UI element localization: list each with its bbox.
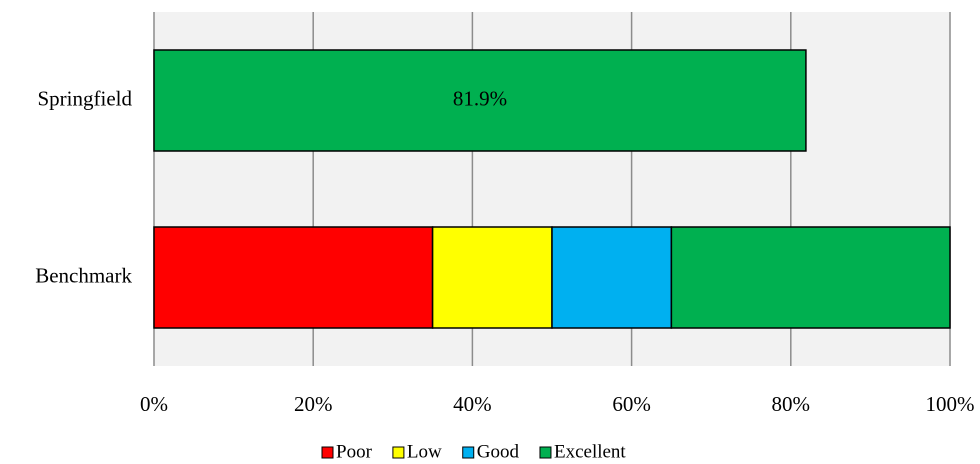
- legend-label: Excellent: [554, 441, 626, 462]
- legend-swatch: [321, 446, 334, 459]
- bar-segment: [153, 226, 434, 329]
- legend-swatch: [539, 446, 552, 459]
- bar-segment: [153, 49, 807, 152]
- x-tick-label: 80%: [772, 392, 811, 416]
- bar-segment: [551, 226, 673, 329]
- y-tick-label: Benchmark: [35, 263, 132, 287]
- legend-label: Low: [407, 441, 442, 462]
- y-tick-label: Springfield: [38, 86, 133, 110]
- data-label: 81.9%: [453, 86, 507, 110]
- x-tick-label: 20%: [294, 392, 333, 416]
- legend-swatch: [392, 446, 405, 459]
- bar-segment: [431, 226, 553, 329]
- legend-label: Poor: [336, 441, 373, 462]
- x-tick-label: 0%: [140, 392, 168, 416]
- legend-label: Good: [477, 441, 520, 462]
- x-tick-label: 60%: [612, 392, 651, 416]
- x-tick-label: 40%: [453, 392, 492, 416]
- x-tick-label: 100%: [926, 392, 975, 416]
- bar-segment: [670, 226, 951, 329]
- legend-swatch: [462, 446, 475, 459]
